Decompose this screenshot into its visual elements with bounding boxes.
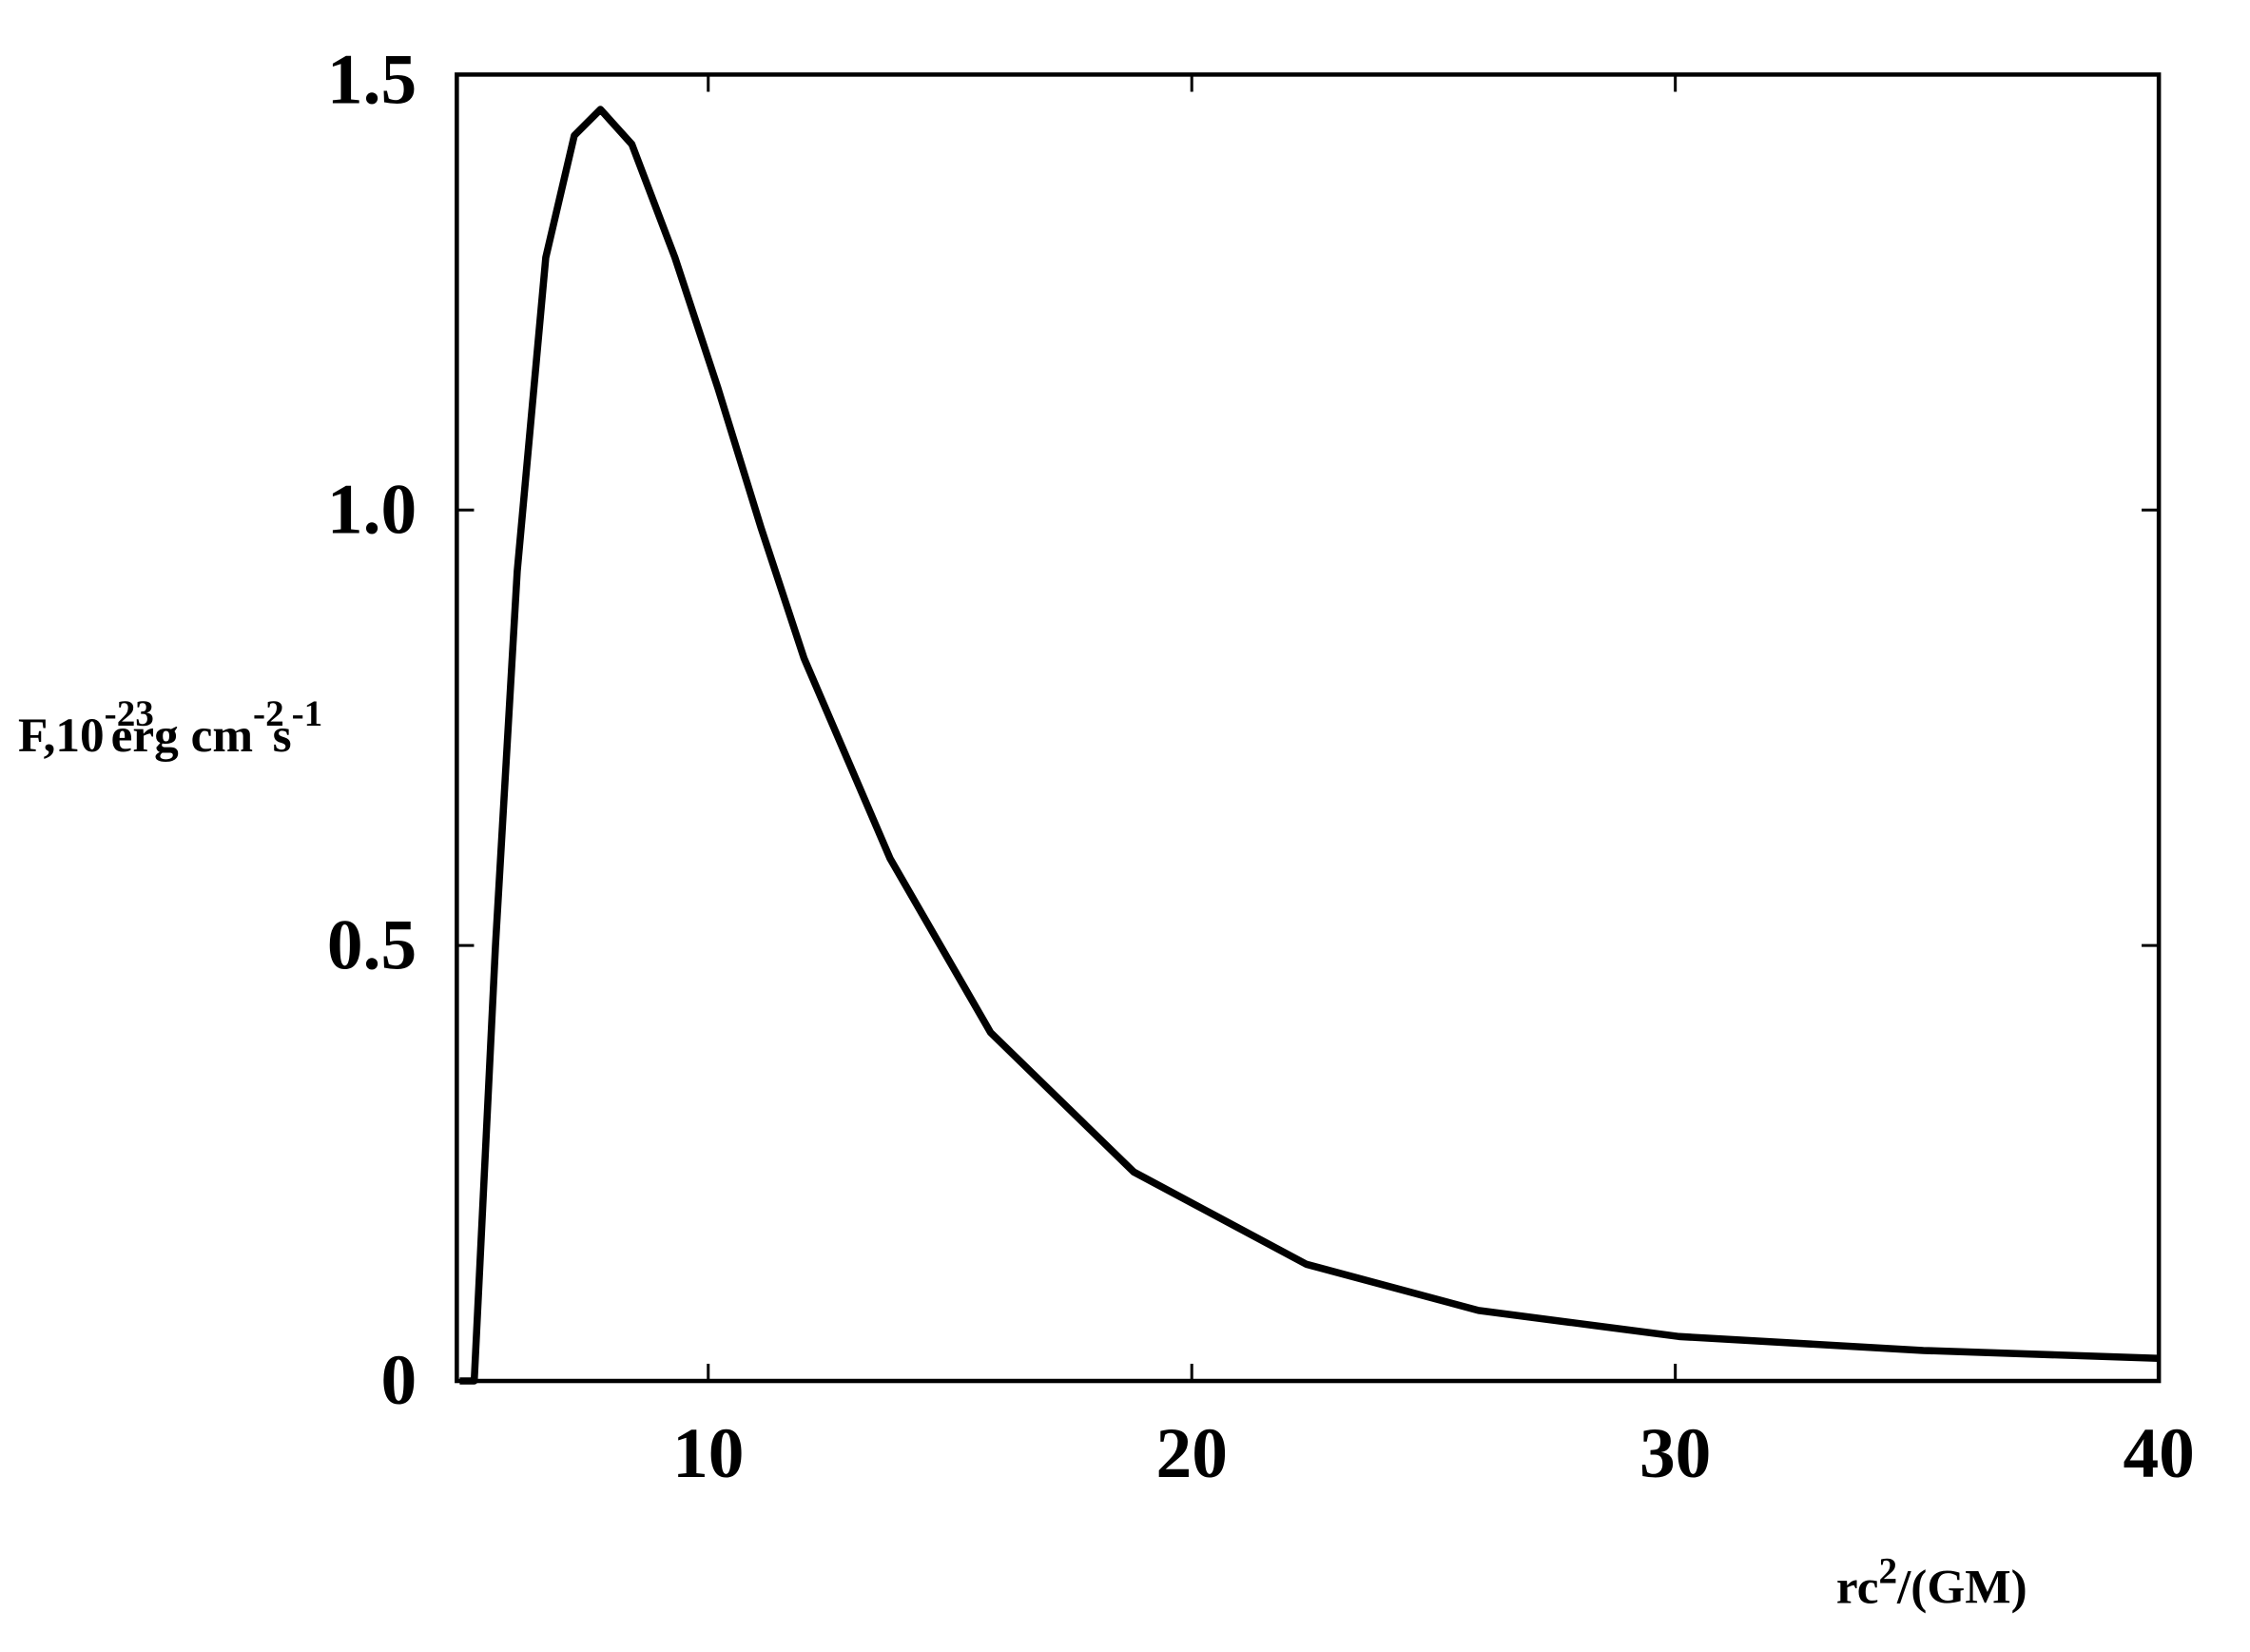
y-label-part: F,10: [18, 709, 105, 763]
y-label-part: s: [273, 709, 292, 763]
x-tick-label: 20: [1156, 1414, 1228, 1493]
y-axis-label: F,10-23erg cm-2s-1: [18, 693, 322, 763]
x-tick-label: 40: [2123, 1414, 2194, 1493]
data-line: [459, 106, 2160, 1385]
y-label-sup: -23: [105, 693, 154, 734]
y-label-part: erg cm: [111, 709, 253, 763]
y-label-sup: -2: [253, 693, 284, 734]
y-tick-label: 1.5: [327, 41, 417, 120]
x-label-sup: 2: [1878, 1551, 1897, 1592]
y-label-sup: -1: [292, 693, 323, 734]
y-tick-label: 0: [380, 1341, 417, 1420]
x-axis-label: rc2/(GM): [1836, 1551, 2027, 1615]
x-tick-label: 10: [672, 1414, 744, 1493]
plot-frame: [455, 72, 2162, 1384]
y-tick-label: 1.0: [327, 470, 417, 549]
x-label-part: /(GM): [1896, 1561, 2027, 1615]
y-tick-label: 0.5: [327, 905, 417, 984]
x-tick-label: 30: [1639, 1414, 1711, 1493]
x-label-part: rc: [1836, 1561, 1879, 1615]
